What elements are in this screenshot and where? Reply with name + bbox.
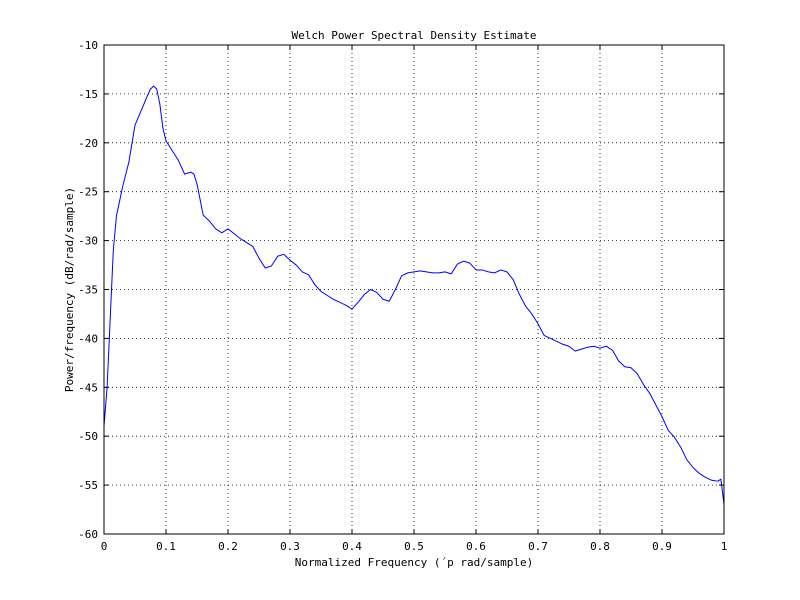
x-axis-label: Normalized Frequency (´p rad/sample)	[295, 556, 533, 569]
x-tick-label: 0.6	[466, 540, 486, 553]
series-layer	[103, 85, 725, 505]
chart-title: Welch Power Spectral Density Estimate	[291, 29, 536, 42]
x-tick-label: 0.4	[342, 540, 362, 553]
grid	[104, 45, 724, 534]
x-tick-label: 0.9	[652, 540, 672, 553]
x-tick-label: 0.1	[156, 540, 176, 553]
ticks	[103, 44, 725, 535]
y-axis-label: Power/frequency (dB/rad/sample)	[63, 187, 76, 392]
x-tick-label: 0.3	[280, 540, 300, 553]
x-tick-label: 0.2	[218, 540, 238, 553]
y-tick-label: -40	[78, 332, 98, 345]
x-tick-label: 0.5	[404, 540, 424, 553]
y-tick-label: -60	[78, 528, 98, 541]
x-tick-label: 0	[101, 540, 108, 553]
y-tick-label: -15	[78, 88, 98, 101]
y-tick-label: -25	[78, 186, 98, 199]
y-tick-labels: -60 -55 -50 -45 -40 -35 -30 -25 -20 -15 -10	[78, 39, 98, 541]
y-tick-label: -20	[78, 137, 98, 150]
y-tick-label: -55	[78, 479, 98, 492]
y-tick-label: -10	[78, 39, 98, 52]
x-tick-label: 1	[721, 540, 728, 553]
x-tick-label: 0.7	[528, 540, 548, 553]
y-tick-label: -50	[78, 430, 98, 443]
x-tick-labels: 0 0.1 0.2 0.3 0.4 0.5 0.6 0.7 0.8 0.9 1	[101, 540, 728, 553]
x-tick-label: 0.8	[590, 540, 610, 553]
psd-series-line	[103, 85, 725, 505]
y-tick-label: -30	[78, 235, 98, 248]
y-tick-label: -35	[78, 284, 98, 297]
y-tick-label: -45	[78, 381, 98, 394]
